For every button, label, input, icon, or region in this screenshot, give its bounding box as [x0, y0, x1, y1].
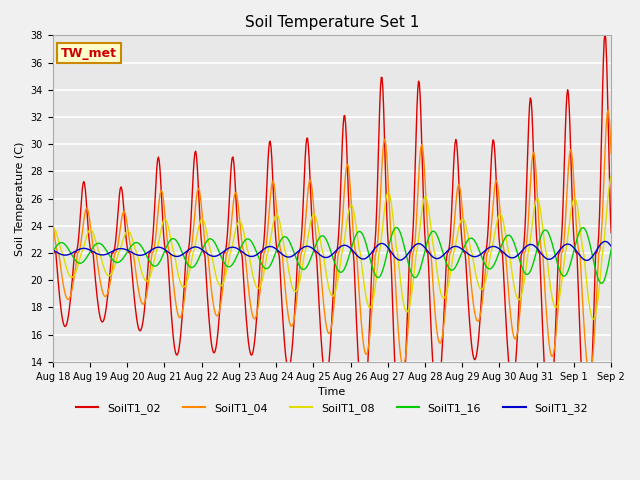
SoilT1_04 — [607, 151, 615, 157]
SoilT1_16 — [417, 264, 425, 270]
SoilT1_16 — [598, 280, 605, 286]
SoilT1_32 — [49, 247, 56, 253]
Line: SoilT1_08: SoilT1_08 — [52, 176, 611, 319]
SoilT1_08 — [49, 226, 56, 231]
Title: Soil Temperature Set 1: Soil Temperature Set 1 — [244, 15, 419, 30]
SoilT1_02 — [49, 243, 56, 249]
SoilT1_08 — [589, 316, 597, 322]
SoilT1_08 — [173, 265, 181, 271]
Text: TW_met: TW_met — [61, 47, 117, 60]
SoilT1_02 — [607, 230, 615, 236]
Legend: SoilT1_02, SoilT1_04, SoilT1_08, SoilT1_16, SoilT1_32: SoilT1_02, SoilT1_04, SoilT1_08, SoilT1_… — [71, 398, 593, 419]
SoilT1_08 — [116, 246, 124, 252]
SoilT1_16 — [116, 258, 124, 264]
SoilT1_08 — [400, 301, 408, 307]
SoilT1_04 — [416, 152, 424, 158]
SoilT1_32 — [601, 239, 609, 244]
SoilT1_16 — [607, 247, 615, 252]
SoilT1_04 — [116, 225, 124, 231]
X-axis label: Time: Time — [318, 387, 346, 397]
Y-axis label: Soil Temperature (C): Soil Temperature (C) — [15, 142, 25, 256]
SoilT1_04 — [49, 218, 56, 224]
SoilT1_16 — [392, 225, 400, 230]
SoilT1_32 — [400, 256, 408, 262]
SoilT1_04 — [400, 362, 408, 368]
SoilT1_02 — [400, 396, 408, 402]
SoilT1_08 — [607, 173, 615, 179]
SoilT1_04 — [203, 249, 211, 255]
Line: SoilT1_32: SoilT1_32 — [52, 241, 611, 260]
SoilT1_02 — [416, 92, 424, 98]
Line: SoilT1_02: SoilT1_02 — [52, 33, 611, 439]
SoilT1_32 — [59, 252, 67, 258]
SoilT1_04 — [173, 308, 181, 313]
SoilT1_02 — [116, 185, 124, 191]
SoilT1_32 — [203, 250, 211, 256]
SoilT1_32 — [416, 241, 424, 247]
SoilT1_08 — [416, 223, 424, 228]
SoilT1_02 — [173, 352, 181, 358]
SoilT1_32 — [116, 246, 124, 252]
SoilT1_16 — [49, 249, 56, 255]
SoilT1_16 — [59, 240, 67, 246]
SoilT1_02 — [59, 318, 67, 324]
SoilT1_16 — [401, 245, 408, 251]
SoilT1_02 — [582, 436, 590, 442]
SoilT1_04 — [59, 279, 67, 285]
Line: SoilT1_16: SoilT1_16 — [52, 228, 611, 283]
SoilT1_04 — [586, 372, 593, 377]
SoilT1_32 — [173, 253, 181, 259]
SoilT1_16 — [203, 239, 211, 244]
SoilT1_08 — [59, 252, 67, 257]
SoilT1_04 — [604, 108, 612, 113]
SoilT1_02 — [203, 280, 211, 286]
SoilT1_08 — [203, 228, 211, 234]
SoilT1_32 — [582, 257, 590, 263]
Line: SoilT1_04: SoilT1_04 — [52, 110, 611, 374]
SoilT1_02 — [601, 30, 609, 36]
SoilT1_16 — [173, 239, 181, 244]
SoilT1_32 — [607, 243, 615, 249]
